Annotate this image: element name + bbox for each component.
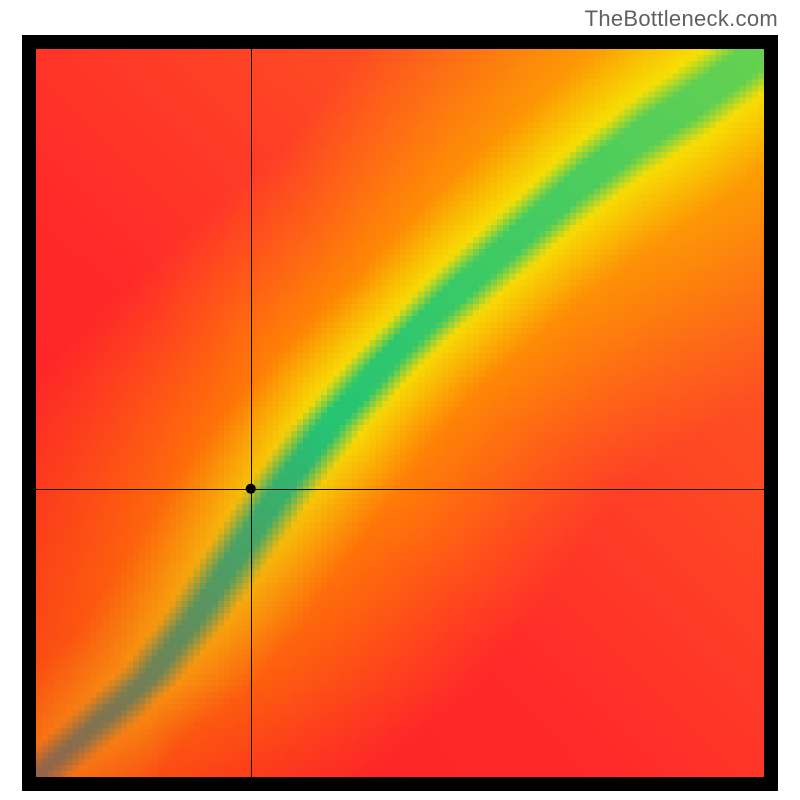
- site-watermark: TheBottleneck.com: [585, 6, 778, 32]
- chart-container: TheBottleneck.com: [0, 0, 800, 800]
- chart-inner: [36, 49, 764, 777]
- crosshair-overlay: [36, 49, 764, 777]
